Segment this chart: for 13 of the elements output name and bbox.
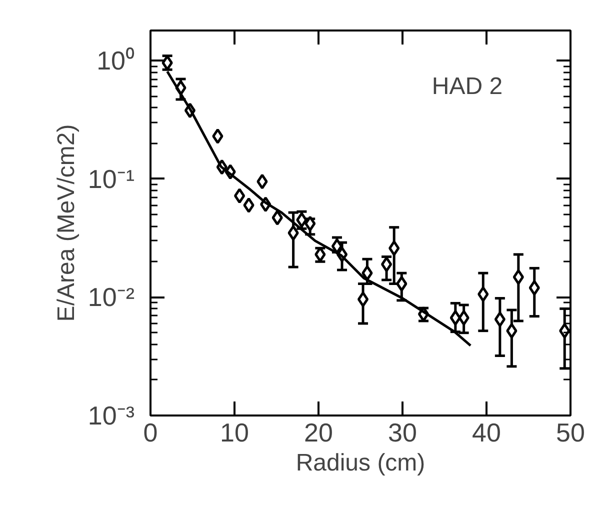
y-tick-label: 10⁻³ (88, 400, 135, 430)
x-axis-title: Radius (cm) (296, 450, 426, 476)
y-axis-title: E/Area (MeV/cm2) (52, 124, 80, 322)
x-tick-label: 20 (304, 418, 333, 448)
y-tick-label: 10⁻¹ (88, 164, 135, 194)
x-tick-label: 40 (472, 418, 501, 448)
x-tick-label: 30 (388, 418, 417, 448)
x-tick-label: 10 (220, 418, 249, 448)
y-tick-label: 10⁻² (88, 282, 135, 312)
x-tick-label: 0 (143, 418, 158, 448)
annotation: HAD 2 (432, 72, 503, 100)
x-tick-label: 50 (556, 418, 585, 448)
y-tick-label: 10⁰ (96, 46, 134, 76)
